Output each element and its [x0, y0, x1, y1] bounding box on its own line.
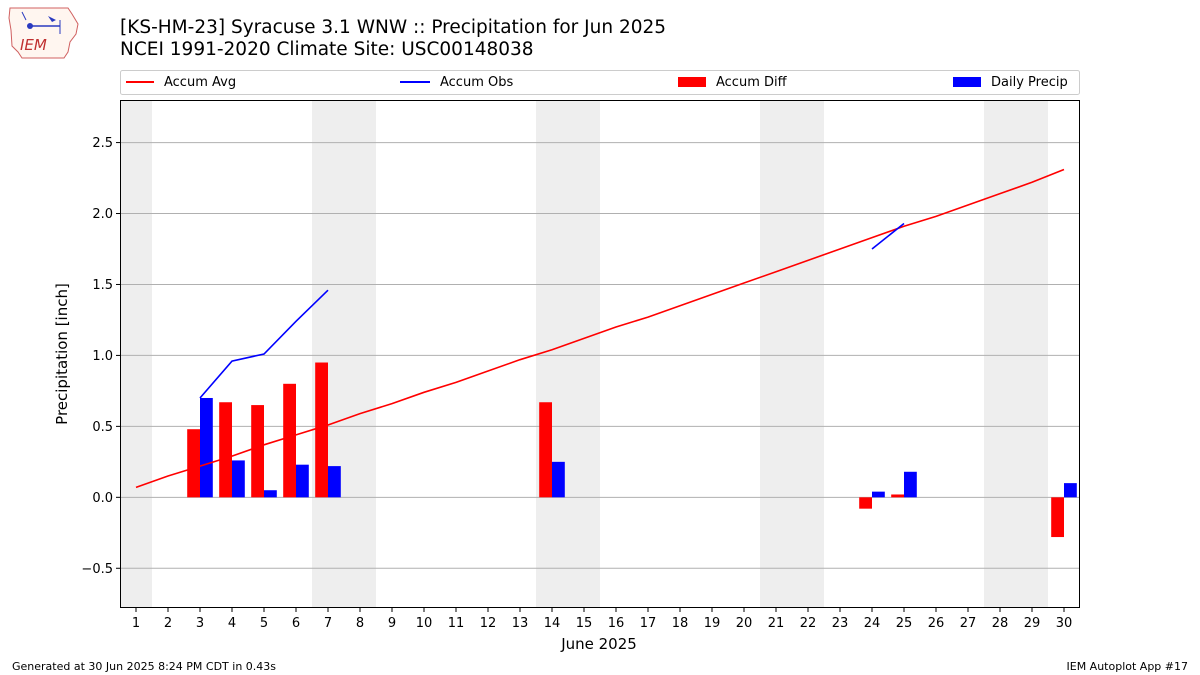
daily-precip-bar [552, 461, 565, 498]
accum-diff-bar [219, 402, 232, 498]
accum-diff-bar [859, 497, 872, 509]
x-tick-label: 12 [480, 616, 497, 631]
y-tick-label: 1.0 [92, 349, 113, 364]
weekend-band [344, 100, 376, 608]
weekend-bands [120, 100, 1048, 608]
accum-obs-line [199, 289, 329, 399]
weekend-band [568, 100, 600, 608]
y-tick-label: 2.0 [92, 207, 113, 222]
weekend-band [984, 100, 1016, 608]
daily-precip-bar [232, 460, 245, 498]
x-tick-label: 1 [132, 616, 140, 631]
x-tick-label: 21 [768, 616, 785, 631]
x-tick-label: 9 [388, 616, 396, 631]
chart-title: [KS-HM-23] Syracuse 3.1 WNW :: Precipita… [120, 17, 667, 38]
x-axis: 1 2 3 4 5 6 7 8 9 10 11 12 13 14 15 16 17 18 19 20 21 22 23 24 2… [132, 608, 1072, 631]
weekend-band [1016, 100, 1048, 608]
x-tick-label: 8 [356, 616, 364, 631]
weekend-band [536, 100, 568, 608]
x-tick-label: 28 [992, 616, 1009, 631]
y-tick-label: 0.5 [92, 420, 113, 435]
plot-frame [120, 100, 1080, 608]
x-tick-label: 6 [292, 616, 300, 631]
y-tick-label: −0.5 [81, 562, 113, 577]
daily-precip-bar [328, 466, 341, 498]
iem-logo-text: IEM [20, 36, 47, 54]
y-tick-label: 0.0 [92, 491, 113, 506]
accum-diff-bar [539, 402, 552, 498]
x-tick-label: 4 [228, 616, 236, 631]
x-tick-label: 3 [196, 616, 204, 631]
x-tick-label: 29 [1024, 616, 1041, 631]
x-tick-label: 14 [544, 616, 561, 631]
y-gridlines [120, 142, 1080, 569]
daily-precip-bar [296, 464, 309, 498]
x-tick-label: 22 [800, 616, 817, 631]
y-tick-label: 1.5 [92, 278, 113, 293]
legend-label-accum-avg: Accum Avg [164, 75, 236, 90]
x-tick-label: 30 [1056, 616, 1073, 631]
daily-precip-bar [264, 490, 277, 498]
iem-logo: IEM [8, 7, 79, 59]
accum-diff-bar [1051, 497, 1064, 538]
y-axis: −0.5 0.0 0.5 1.0 1.5 2.0 2.5 [81, 136, 120, 577]
accum-obs-line [871, 222, 905, 250]
legend-frame [120, 70, 1080, 95]
weekend-band [120, 100, 152, 608]
daily-precip-bar [872, 491, 885, 498]
x-tick-label: 26 [928, 616, 945, 631]
legend-label-accum-diff: Accum Diff [716, 75, 788, 90]
daily-precip-bar [1064, 483, 1077, 498]
x-tick-label: 17 [640, 616, 657, 631]
legend-swatch-daily-precip [953, 77, 981, 87]
x-tick-label: 10 [416, 616, 433, 631]
weekend-band [792, 100, 824, 608]
x-axis-label: June 2025 [560, 635, 637, 653]
accum-diff-bar [187, 429, 200, 498]
y-tick-label: 2.5 [92, 136, 113, 151]
accum-diff-bar [251, 405, 264, 498]
x-tick-label: 18 [672, 616, 689, 631]
x-tick-label: 13 [512, 616, 529, 631]
x-tick-label: 27 [960, 616, 977, 631]
y-axis-label: Precipitation [inch] [53, 283, 71, 425]
accum-diff-bar [315, 362, 328, 498]
legend-label-accum-obs: Accum Obs [440, 75, 513, 90]
accum-diff-bar [891, 494, 904, 498]
x-tick-label: 23 [832, 616, 849, 631]
daily-precip-bar [200, 397, 213, 498]
x-tick-label: 20 [736, 616, 753, 631]
x-tick-label: 16 [608, 616, 625, 631]
generated-timestamp: Generated at 30 Jun 2025 8:24 PM CDT in … [12, 660, 277, 673]
x-tick-label: 11 [448, 616, 465, 631]
x-tick-label: 15 [576, 616, 593, 631]
x-tick-label: 7 [324, 616, 332, 631]
x-tick-label: 25 [896, 616, 913, 631]
accum-avg-line [135, 168, 1065, 489]
chart-subtitle: NCEI 1991-2020 Climate Site: USC00148038 [120, 39, 534, 60]
lines [135, 168, 1065, 489]
iowa-state-outline-icon [8, 7, 79, 59]
weekend-band [760, 100, 792, 608]
x-tick-label: 2 [164, 616, 172, 631]
daily-precip-bar [904, 471, 917, 498]
bars [187, 362, 1077, 538]
app-credit: IEM Autoplot App #17 [1066, 660, 1189, 673]
legend-swatch-accum-diff [678, 77, 706, 87]
x-tick-label: 5 [260, 616, 268, 631]
x-tick-label: 24 [864, 616, 881, 631]
legend: Accum Avg Accum Obs Accum Diff Daily Pre… [120, 70, 1080, 95]
x-tick-label: 19 [704, 616, 721, 631]
legend-label-daily-precip: Daily Precip [991, 75, 1068, 90]
accum-diff-bar [283, 383, 296, 498]
weekend-band [312, 100, 344, 608]
